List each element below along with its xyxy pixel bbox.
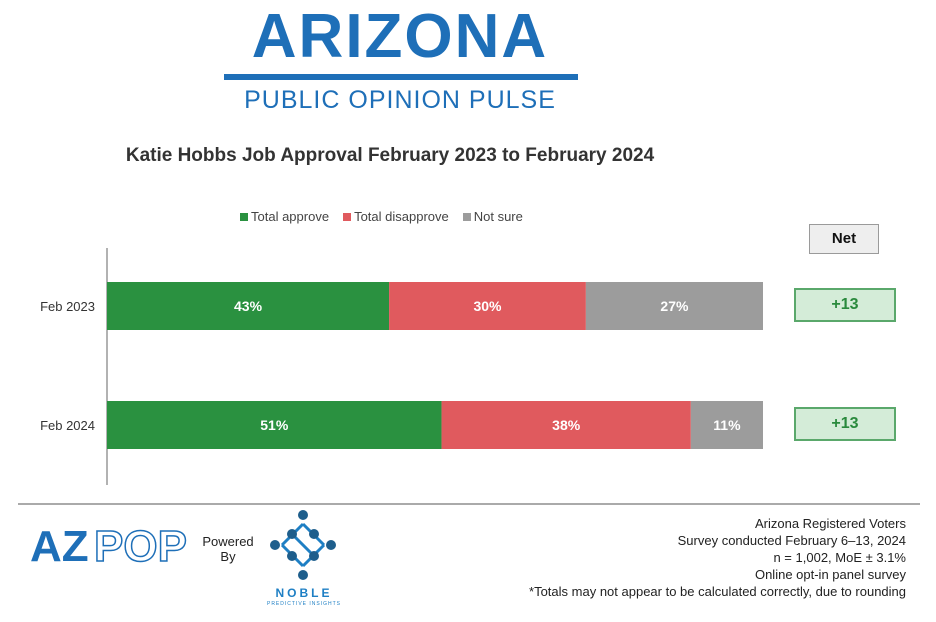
legend-item-not-sure: Not sure — [462, 209, 523, 224]
noble-name: NOBLE — [275, 586, 333, 600]
net-value-feb-2023: +13 — [794, 288, 896, 322]
footer-divider — [18, 503, 920, 505]
legend-label-approve: Total approve — [251, 209, 330, 224]
logo-title: ARIZONA — [251, 2, 549, 71]
legend-item-disapprove: Total disapprove — [343, 209, 449, 224]
legend-label-disapprove: Total disapprove — [354, 209, 449, 224]
legend-swatch-disapprove — [343, 212, 352, 221]
survey-notes: Arizona Registered Voters Survey conduct… — [529, 515, 906, 600]
legend-item-approve: Total approve — [240, 209, 329, 224]
azpop-logo-outline-text: POP — [94, 523, 187, 567]
note-line: *Totals may not appear to be calculated … — [529, 584, 906, 599]
chart-title: Katie Hobbs Job Approval February 2023 t… — [125, 145, 655, 166]
logo-rule — [224, 74, 578, 80]
category-label: Feb 2023 — [40, 299, 95, 314]
bar-segment — [389, 282, 586, 330]
arizona-logo: ARIZONA PUBLIC OPINION PULSE — [220, 2, 580, 114]
bar-value-label: 30% — [473, 298, 502, 314]
noble-tagline: PREDICTIVE INSIGHTS — [266, 601, 341, 607]
bar-value-label: 11% — [713, 417, 741, 433]
legend-label-not-sure: Not sure — [473, 209, 523, 224]
bar-value-label: 27% — [660, 298, 689, 314]
bar-value-label: 51% — [260, 417, 289, 433]
legend-swatch-approve — [240, 212, 248, 221]
bar-segment — [107, 401, 442, 449]
bar-segment — [107, 282, 390, 330]
note-line: Online opt-in panel survey — [754, 567, 906, 582]
bar-segment — [585, 282, 763, 330]
legend-swatch-not-sure — [462, 212, 471, 221]
bar-value-label: 38% — [552, 417, 581, 433]
category-label: Feb 2024 — [40, 418, 95, 433]
logo-subtitle: PUBLIC OPINION PULSE — [244, 86, 556, 114]
net-value-feb-2024: +13 — [794, 407, 896, 441]
noble-logo-icon — [270, 510, 336, 580]
bar-segment — [441, 401, 691, 449]
net-header: Net — [809, 224, 879, 254]
azpop-logo-text: AZ — [30, 523, 89, 567]
bar-segment — [690, 401, 763, 449]
stacked-bar-chart: Feb 2023 43% 30% 27% Feb 2024 51% 38% 11% — [40, 248, 763, 485]
note-line: Survey conducted February 6–13, 2024 — [677, 533, 906, 548]
chart-legend: Total approve Total disapprove Not sure — [240, 209, 523, 224]
powered-by-text: Powered By — [202, 534, 254, 564]
bar-value-label: 43% — [234, 298, 263, 314]
note-line: Arizona Registered Voters — [754, 516, 906, 531]
azpop-logo: AZ POP — [30, 523, 188, 567]
note-line: n = 1,002, MoE ± 3.1% — [773, 550, 906, 565]
